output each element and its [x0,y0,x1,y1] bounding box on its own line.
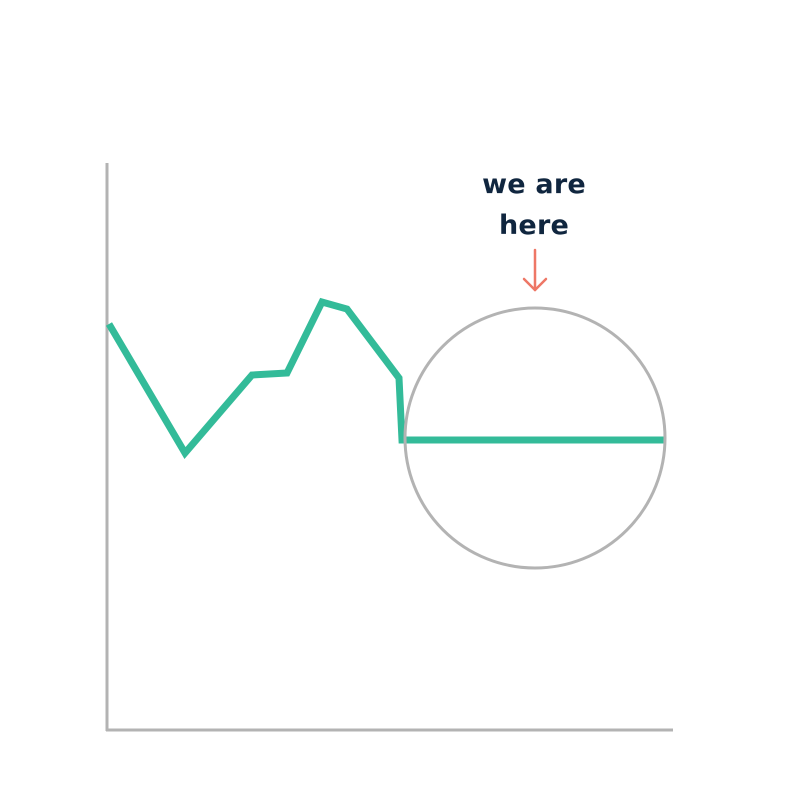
trend-line [105,297,664,459]
annotation-line-2: here [499,210,569,241]
arrow-down-icon [522,248,548,292]
axes [105,163,673,732]
we-are-here-label: we are here [434,164,634,246]
highlight-circle [403,306,667,570]
annotation-line-1: we are [482,169,586,200]
